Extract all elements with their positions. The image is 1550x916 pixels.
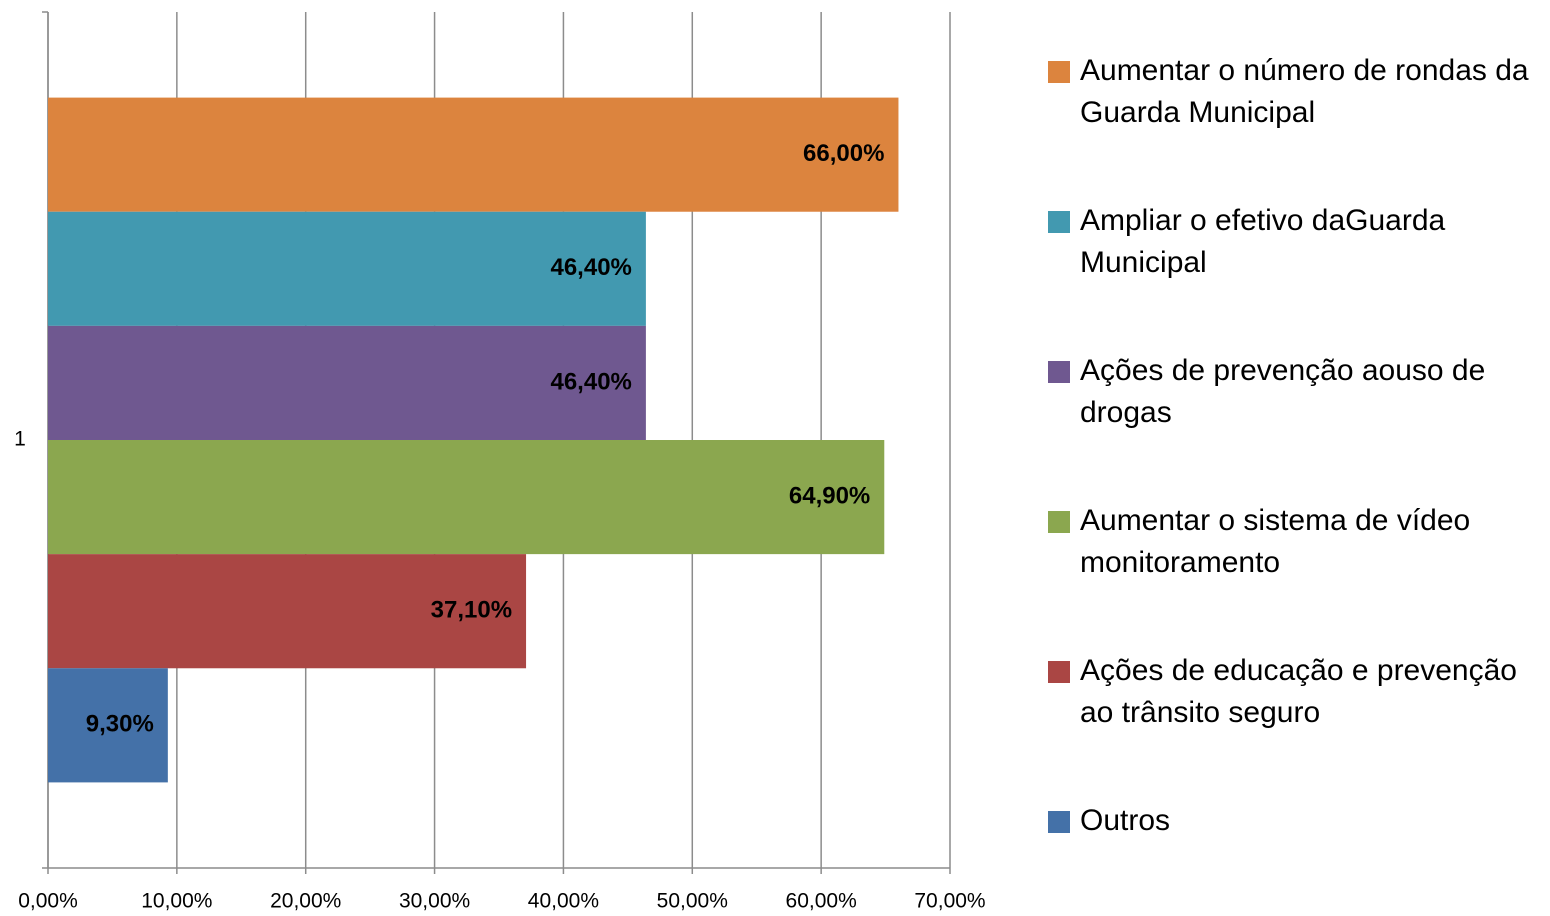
- legend-item: Ampliar o efetivo daGuarda Municipal: [1048, 200, 1538, 284]
- legend-swatch: [1048, 661, 1070, 683]
- data-label: 46,40%: [550, 254, 631, 281]
- x-tick-label: 70,00%: [914, 890, 985, 913]
- legend-label: Ações de prevenção aouso de drogas: [1080, 354, 1486, 429]
- bar: [48, 440, 885, 555]
- x-tick-label: 30,00%: [399, 890, 470, 913]
- data-label: 64,90%: [789, 482, 870, 509]
- data-label: 9,30%: [86, 711, 154, 738]
- x-tick-label: 10,00%: [141, 890, 212, 913]
- x-tick-label: 40,00%: [528, 890, 599, 913]
- x-tick-label: 20,00%: [270, 890, 341, 913]
- x-tick-label: 60,00%: [786, 890, 857, 913]
- x-tick-label: 0,00%: [18, 890, 78, 913]
- y-tick-label: 1: [14, 428, 26, 451]
- bar: [48, 97, 899, 212]
- legend-item: Aumentar o número de rondas da Guarda Mu…: [1048, 50, 1538, 134]
- legend-swatch: [1048, 211, 1070, 233]
- legend-label: Ampliar o efetivo daGuarda Municipal: [1080, 204, 1446, 279]
- legend-swatch: [1048, 811, 1070, 833]
- legend-label: Aumentar o sistema de vídeo monitorament…: [1080, 504, 1471, 579]
- data-label: 46,40%: [550, 368, 631, 395]
- legend-swatch: [1048, 61, 1070, 83]
- legend-item: Ações de educação e prevenção ao trânsit…: [1048, 650, 1538, 734]
- bar: [48, 554, 527, 669]
- bar: [48, 668, 168, 783]
- bar: [48, 211, 646, 326]
- legend-label: Aumentar o número de rondas da Guarda Mu…: [1080, 54, 1529, 129]
- legend-swatch: [1048, 361, 1070, 383]
- legend-label: Outros: [1080, 804, 1171, 837]
- bar: [48, 325, 646, 440]
- legend-item: Ações de prevenção aouso de drogas: [1048, 350, 1538, 434]
- data-label: 66,00%: [803, 140, 884, 167]
- legend-label: Ações de educação e prevenção ao trânsit…: [1080, 654, 1517, 729]
- x-tick-label: 50,00%: [657, 890, 728, 913]
- data-label: 37,10%: [431, 597, 512, 624]
- legend-swatch: [1048, 511, 1070, 533]
- legend-item: Aumentar o sistema de vídeo monitorament…: [1048, 500, 1538, 584]
- legend-item: Outros: [1048, 800, 1538, 842]
